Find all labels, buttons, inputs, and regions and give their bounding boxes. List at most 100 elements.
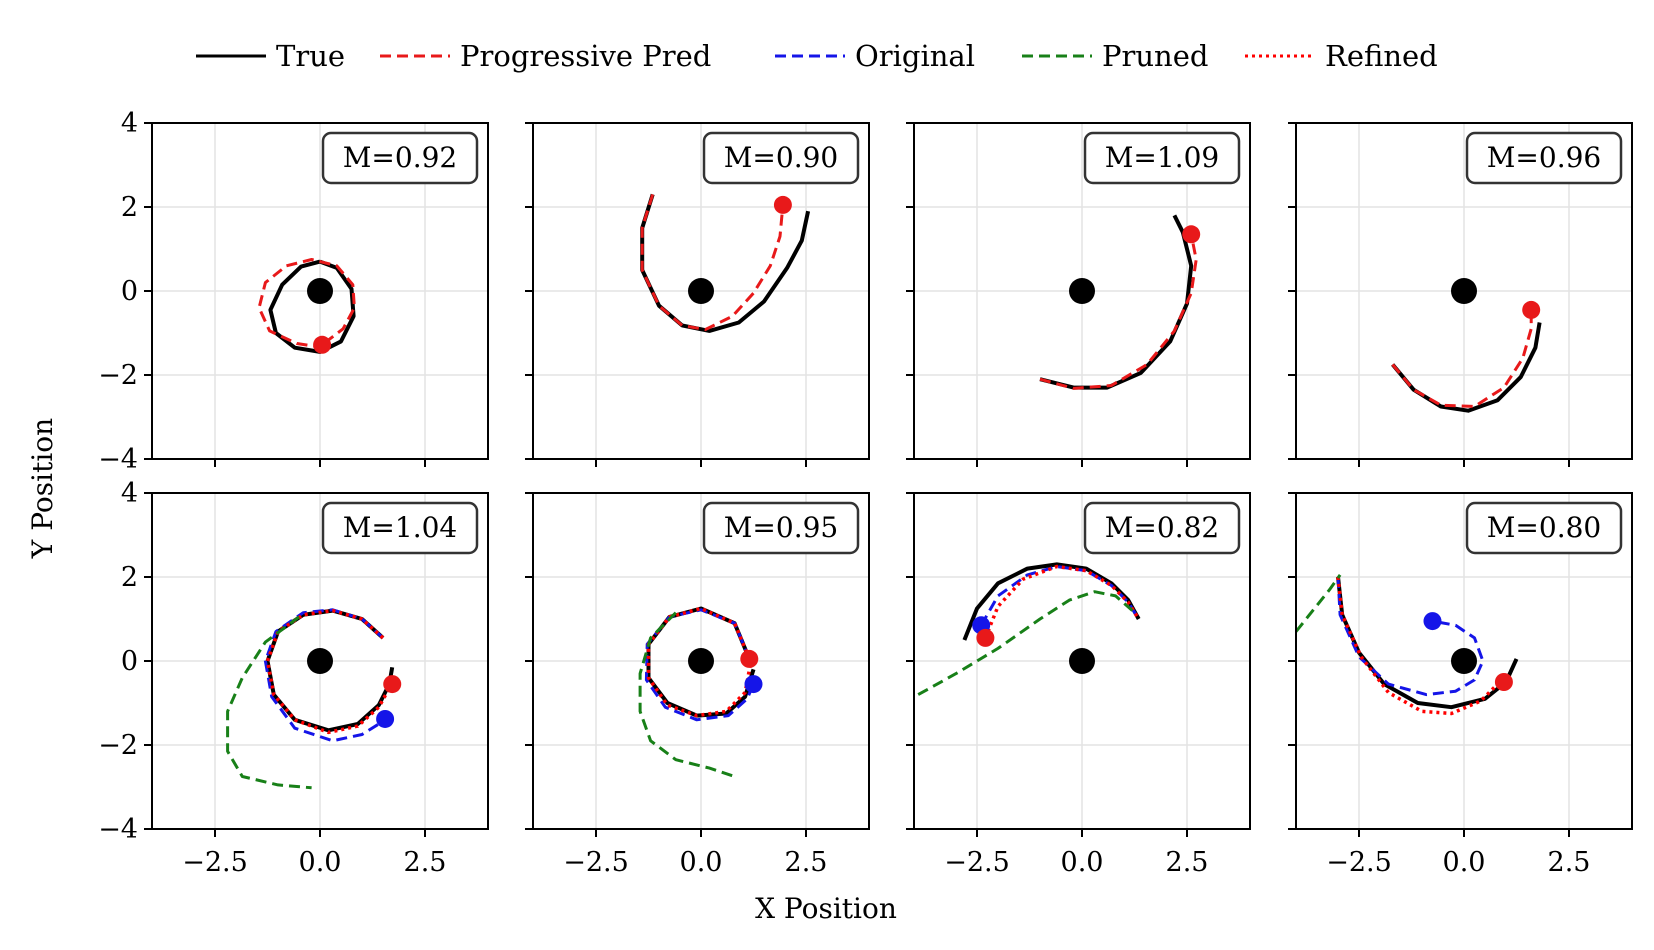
x-tick-label: 2.5 bbox=[1548, 847, 1591, 878]
series-orig-line bbox=[263, 608, 387, 743]
endpoint-marker-pred bbox=[740, 649, 759, 668]
series-refined-line bbox=[646, 606, 754, 718]
mass-label-box bbox=[702, 131, 860, 185]
series-true-line bbox=[268, 259, 356, 354]
subplot-5: −2.5 0.0 2.5 4 2 0 −2 −4 M=1.04 bbox=[98, 478, 489, 878]
series-pred-line bbox=[640, 193, 785, 332]
mass-label: M=0.90 bbox=[724, 141, 838, 174]
endpoint-marker-pred bbox=[1494, 673, 1513, 691]
endpoint-marker-pred bbox=[773, 195, 792, 214]
series-orig-line bbox=[979, 565, 1140, 627]
series-group bbox=[1039, 214, 1201, 390]
mass-label-box bbox=[1465, 501, 1623, 555]
subplot-grid: 4 2 0 −2 −4 M=0.92 M=0.90 M=1.09 M=0.96 −2.5 0.0 2.… bbox=[98, 108, 1633, 878]
mass-label-box bbox=[1465, 131, 1623, 185]
y-tick-label: 0 bbox=[121, 646, 138, 677]
series-pred-line bbox=[1039, 234, 1198, 390]
central-body-marker bbox=[307, 648, 333, 674]
y-tick-label: 2 bbox=[121, 192, 138, 223]
y-tick-label: −2 bbox=[98, 730, 138, 761]
x-tick-label: 0.0 bbox=[299, 847, 342, 878]
endpoint-marker-orig bbox=[744, 675, 763, 694]
y-tick-label: −4 bbox=[98, 444, 138, 475]
mass-label-box bbox=[1083, 131, 1241, 185]
subplot-1: 4 2 0 −2 −4 M=0.92 bbox=[98, 108, 489, 475]
central-body-marker bbox=[307, 278, 333, 304]
mass-label-box bbox=[321, 501, 479, 555]
central-body-marker bbox=[1451, 648, 1477, 674]
subplot-3: M=1.09 bbox=[906, 122, 1251, 467]
mass-label: M=1.04 bbox=[343, 511, 457, 544]
series-pred-line bbox=[257, 258, 356, 350]
series-orig-line bbox=[1336, 576, 1485, 697]
legend-label-pruned: Pruned bbox=[1102, 39, 1208, 73]
x-tick-label: 2.5 bbox=[1166, 847, 1209, 878]
series-pruned-line bbox=[638, 611, 736, 778]
mass-label: M=0.80 bbox=[1487, 511, 1601, 544]
x-tick-label: −2.5 bbox=[1326, 847, 1392, 878]
x-tick-label: −2.5 bbox=[944, 847, 1010, 878]
series-group bbox=[257, 258, 356, 354]
y-tick-label: 2 bbox=[121, 562, 138, 593]
mass-label: M=0.96 bbox=[1487, 141, 1601, 174]
endpoint-marker-pred bbox=[1182, 225, 1201, 244]
legend-label-refined: Refined bbox=[1325, 39, 1438, 73]
endpoint-marker-orig bbox=[376, 709, 395, 728]
x-tick-label: 2.5 bbox=[404, 847, 447, 878]
mass-label: M=0.95 bbox=[724, 511, 838, 544]
x-axis-title: X Position bbox=[755, 892, 897, 925]
x-tick-label: 0.0 bbox=[1443, 847, 1486, 878]
y-axis-title: Y Position bbox=[26, 418, 59, 559]
endpoint-marker-orig bbox=[1423, 612, 1442, 631]
series-pruned-line bbox=[1296, 574, 1342, 633]
x-tick-label: −2.5 bbox=[563, 847, 629, 878]
series-pred-line bbox=[1391, 309, 1533, 408]
endpoint-marker-pred bbox=[313, 335, 332, 354]
central-body-marker bbox=[1069, 648, 1095, 674]
series-group bbox=[638, 606, 763, 778]
series-group bbox=[1391, 278, 1542, 413]
central-body-marker bbox=[688, 648, 714, 674]
series-pruned-line bbox=[917, 590, 1134, 696]
series-refined-line bbox=[983, 564, 1141, 639]
y-tick-label: 0 bbox=[121, 276, 138, 307]
mass-label: M=0.92 bbox=[343, 141, 457, 174]
series-true-line bbox=[640, 193, 811, 333]
legend: True Progressive Pred Original Pruned Re… bbox=[196, 39, 1438, 73]
y-tick-label: −4 bbox=[98, 814, 138, 845]
y-tick-label: 4 bbox=[121, 478, 138, 509]
series-orig-line bbox=[644, 608, 755, 722]
subplot-7: −2.5 0.0 2.5 M=0.82 bbox=[906, 492, 1251, 878]
endpoint-marker-pred bbox=[1522, 300, 1541, 319]
endpoint-marker-pred bbox=[976, 628, 995, 647]
y-tick-label: 4 bbox=[121, 108, 138, 139]
mass-label: M=0.82 bbox=[1105, 511, 1219, 544]
central-body-marker bbox=[1451, 278, 1477, 304]
subplot-6: −2.5 0.0 2.5 M=0.95 bbox=[525, 492, 870, 878]
mass-label: M=1.09 bbox=[1105, 141, 1219, 174]
central-body-marker bbox=[688, 278, 714, 304]
series-group bbox=[640, 193, 811, 333]
series-group bbox=[917, 562, 1141, 696]
x-tick-label: −2.5 bbox=[182, 847, 248, 878]
central-body-marker bbox=[1069, 278, 1095, 304]
endpoint-marker-pred bbox=[383, 675, 402, 694]
series-group bbox=[1296, 574, 1519, 716]
mass-label-box bbox=[1083, 501, 1241, 555]
series-pruned-line bbox=[226, 615, 312, 790]
x-tick-label: 0.0 bbox=[1061, 847, 1104, 878]
series-true-line bbox=[1039, 214, 1194, 390]
subplot-8: −2.5 0.0 2.5 M=0.80 bbox=[1288, 492, 1633, 878]
legend-label-true: True bbox=[276, 39, 345, 73]
x-tick-label: 2.5 bbox=[785, 847, 828, 878]
legend-label-pred: Progressive Pred bbox=[460, 39, 711, 73]
subplot-2: M=0.90 bbox=[525, 122, 870, 467]
mass-label-box bbox=[321, 131, 479, 185]
y-tick-label: −2 bbox=[98, 360, 138, 391]
mass-label-box bbox=[702, 501, 860, 555]
series-group bbox=[226, 608, 402, 790]
legend-label-orig: Original bbox=[855, 39, 975, 73]
series-refined-line bbox=[265, 608, 394, 735]
x-tick-label: 0.0 bbox=[680, 847, 723, 878]
